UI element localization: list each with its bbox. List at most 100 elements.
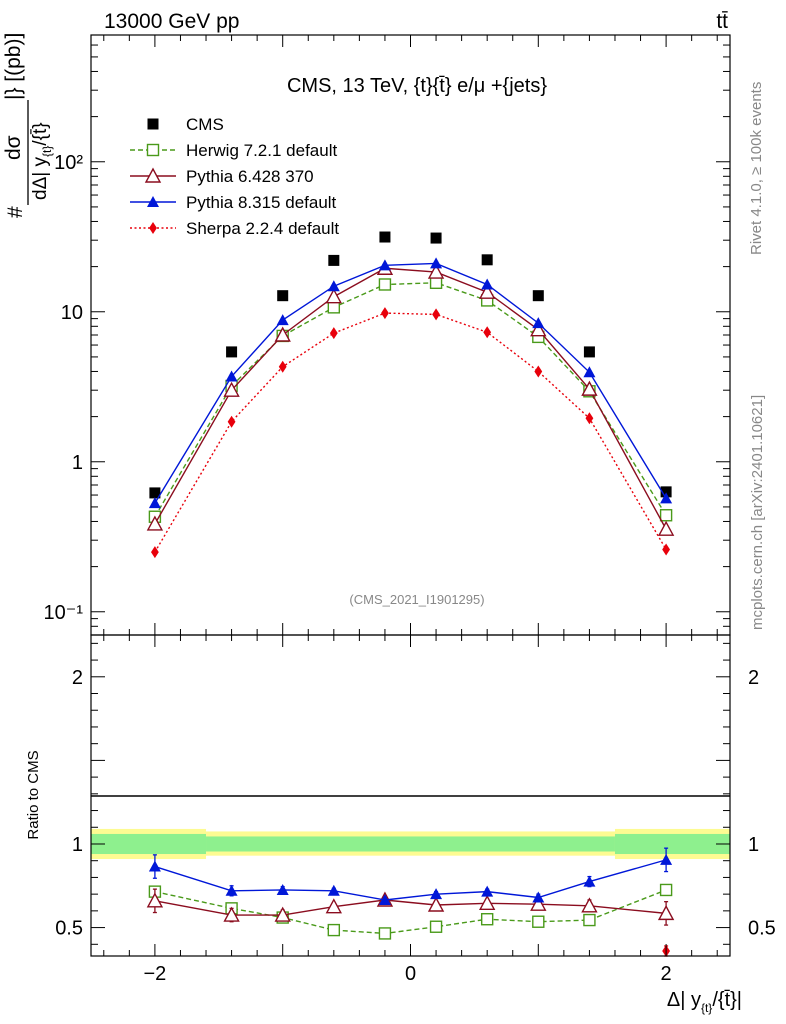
pythia-6-428-370-point <box>146 515 164 531</box>
ratio-y-tick-label-right: 2 <box>748 667 759 689</box>
y-tick-label: 10⁻¹ <box>44 602 84 624</box>
ratio-axis-ticks: −2 0 2 0.5 0.5 1 1 2 2 <box>55 635 776 985</box>
header-process-label: tt̄ <box>716 10 728 33</box>
pythia-6-428-370-point <box>325 288 342 304</box>
x-tick-label: −2 <box>143 963 166 985</box>
pythia-8-315-default-point <box>481 278 494 290</box>
pythia-6-428-370-point <box>223 381 240 397</box>
cms-point <box>379 231 391 243</box>
y-tick-label: 10² <box>54 152 83 174</box>
header-energy-label: 13000 GeV pp <box>104 10 239 33</box>
cms-point <box>532 290 544 302</box>
pythia-8-315-default-point <box>583 366 596 378</box>
ratio-y-axis-label: Ratio to CMS <box>25 750 42 839</box>
pythia-8-315-default-point <box>532 317 545 329</box>
pythia-6-428-370-point <box>274 326 291 342</box>
pythia-6-428-370-ratio-point <box>581 897 598 913</box>
sherpa-2-2-4-default-point <box>483 326 492 339</box>
y-label-numerator: dσ <box>2 135 25 160</box>
cms-point <box>328 254 340 266</box>
sherpa-2-2-4-default-point <box>227 415 236 428</box>
sherpa-2-2-4-default-point <box>432 308 440 321</box>
y-label-hash: # <box>4 206 27 218</box>
pythia-8-315-default-ratio-point <box>148 860 161 872</box>
pythia-6-428-370-ratio-point <box>479 894 496 911</box>
ratio-y-tick-label-right: 0.5 <box>748 918 776 940</box>
ratio-y-tick-label: 1 <box>72 834 83 856</box>
cms-point <box>149 487 161 499</box>
herwig-7-2-1-default-ratio-point <box>429 920 443 933</box>
legend-label: Sherpa 2.2.4 default <box>186 219 339 238</box>
cms-point <box>660 486 672 498</box>
herwig-7-2-1-default-ratio-line <box>154 889 667 935</box>
legend-item-herwig-7-2-1-default: Herwig 7.2.1 default <box>130 141 337 160</box>
herwig-7-2-1-default-line <box>154 282 667 518</box>
herwig-7-2-1-default-ratio-point <box>378 927 392 940</box>
legend-label: Pythia 6.428 370 <box>186 167 314 186</box>
pythia-6-428-370-ratio-point <box>274 906 291 922</box>
main-panel: 10⁻¹ 1 10 10² CMS, 13 TeV, {t}{t̄} e/μ +{je… <box>44 34 731 636</box>
pythia-6-428-370-point <box>479 283 496 299</box>
pythia-6-428-370-line <box>154 267 667 530</box>
legend-label: CMS <box>186 115 224 134</box>
pythia-8-315-default-point <box>225 370 238 382</box>
pythia-6-428-370-ratio-point <box>427 896 445 912</box>
pythia-6-428-370-point <box>530 321 547 337</box>
pythia-6-428-370-ratio-point <box>325 898 342 914</box>
pythia-8-315-default-point <box>378 259 391 271</box>
legend-item-sherpa-2-2-4-default: Sherpa 2.2.4 default <box>130 219 339 238</box>
pythia-8-315-default-point <box>430 257 443 269</box>
herwig-7-2-1-default-ratio-point <box>583 913 596 927</box>
pythia-6-428-370-point <box>427 263 445 279</box>
pythia-8-315-default-point <box>148 497 161 509</box>
plot-title: CMS, 13 TeV, {t}{t̄} e/μ +{jets} <box>287 75 547 97</box>
pythia-6-428-370-ratio-point <box>657 904 675 921</box>
ratio-y-tick-label: 2 <box>72 667 83 689</box>
pythia-8-315-default-ratio-point <box>276 883 289 895</box>
pythia-8-315-default-ratio-point <box>660 853 673 865</box>
pythia-6-428-370-point <box>657 520 675 536</box>
legend-item-cms: CMS <box>147 115 224 134</box>
mcplots-source-label: mcplots.cern.ch [arXiv:2401.10621] <box>749 395 766 630</box>
herwig-7-2-1-default-ratio-point <box>480 913 494 926</box>
legend: CMS Herwig 7.2.1 default Pythia 6.428 370 P… <box>130 115 339 238</box>
herwig-7-2-1-default-point <box>659 509 673 522</box>
y-tick-label: 10 <box>61 302 83 324</box>
cms-point <box>277 290 289 302</box>
legend-marker <box>144 167 162 183</box>
herwig-7-2-1-default-point <box>429 276 443 289</box>
cms-point <box>226 346 238 358</box>
x-tick-label: 0 <box>405 963 416 985</box>
main-axis-ticks: 10⁻¹ 1 10 10² <box>44 34 730 636</box>
pythia-8-315-default-point <box>327 280 340 292</box>
pythia-8-315-default-ratio-line <box>154 859 667 901</box>
pythia-8-315-default-ratio-point <box>430 888 443 900</box>
rivet-version-label: Rivet 4.1.0, ≥ 100k events <box>748 82 765 255</box>
pythia-8-315-default-ratio-point <box>378 893 391 905</box>
main-series-layer <box>146 231 675 559</box>
herwig-7-2-1-default-ratio-point <box>327 923 341 937</box>
sherpa-2-2-4-default-point <box>329 327 338 340</box>
pythia-8-315-default-ratio-point <box>481 885 494 897</box>
ratio-uncertainty-band <box>91 828 730 860</box>
cms-point <box>583 346 595 358</box>
pythia-8-315-default-ratio-point <box>532 891 545 903</box>
y-label-denominator: dΔ| y{t}/{t̄} <box>30 122 54 200</box>
herwig-7-2-1-default-point <box>327 301 341 314</box>
legend-item-pythia-8-315-default: Pythia 8.315 default <box>130 193 337 212</box>
y-tick-label: 1 <box>72 452 83 474</box>
sherpa-2-2-4-default-point <box>151 546 159 559</box>
analysis-watermark: (CMS_2021_I1901295) <box>349 592 484 607</box>
pythia-8-315-default-line <box>154 262 667 504</box>
x-tick-label: 2 <box>661 963 672 985</box>
y-label-units: |} [(pb)] <box>2 33 25 100</box>
ratio-y-tick-label-right: 1 <box>748 834 759 856</box>
main-y-axis-label: # dσ dΔ| y{t}/{t̄} |} [(pb)] <box>2 33 54 218</box>
legend-marker <box>147 118 159 130</box>
sherpa-2-2-4-default-point <box>662 543 670 556</box>
legend-item-pythia-6-428-370: Pythia 6.428 370 <box>130 167 314 186</box>
x-axis-label: Δ| y{t}/{t̄}| <box>667 989 742 1015</box>
ratio-panel: −2 0 2 0.5 0.5 1 1 2 2 Ratio to CMS <box>25 634 776 985</box>
pythia-6-428-370-ratio-point <box>223 906 240 922</box>
legend-label: Herwig 7.2.1 default <box>186 141 337 160</box>
